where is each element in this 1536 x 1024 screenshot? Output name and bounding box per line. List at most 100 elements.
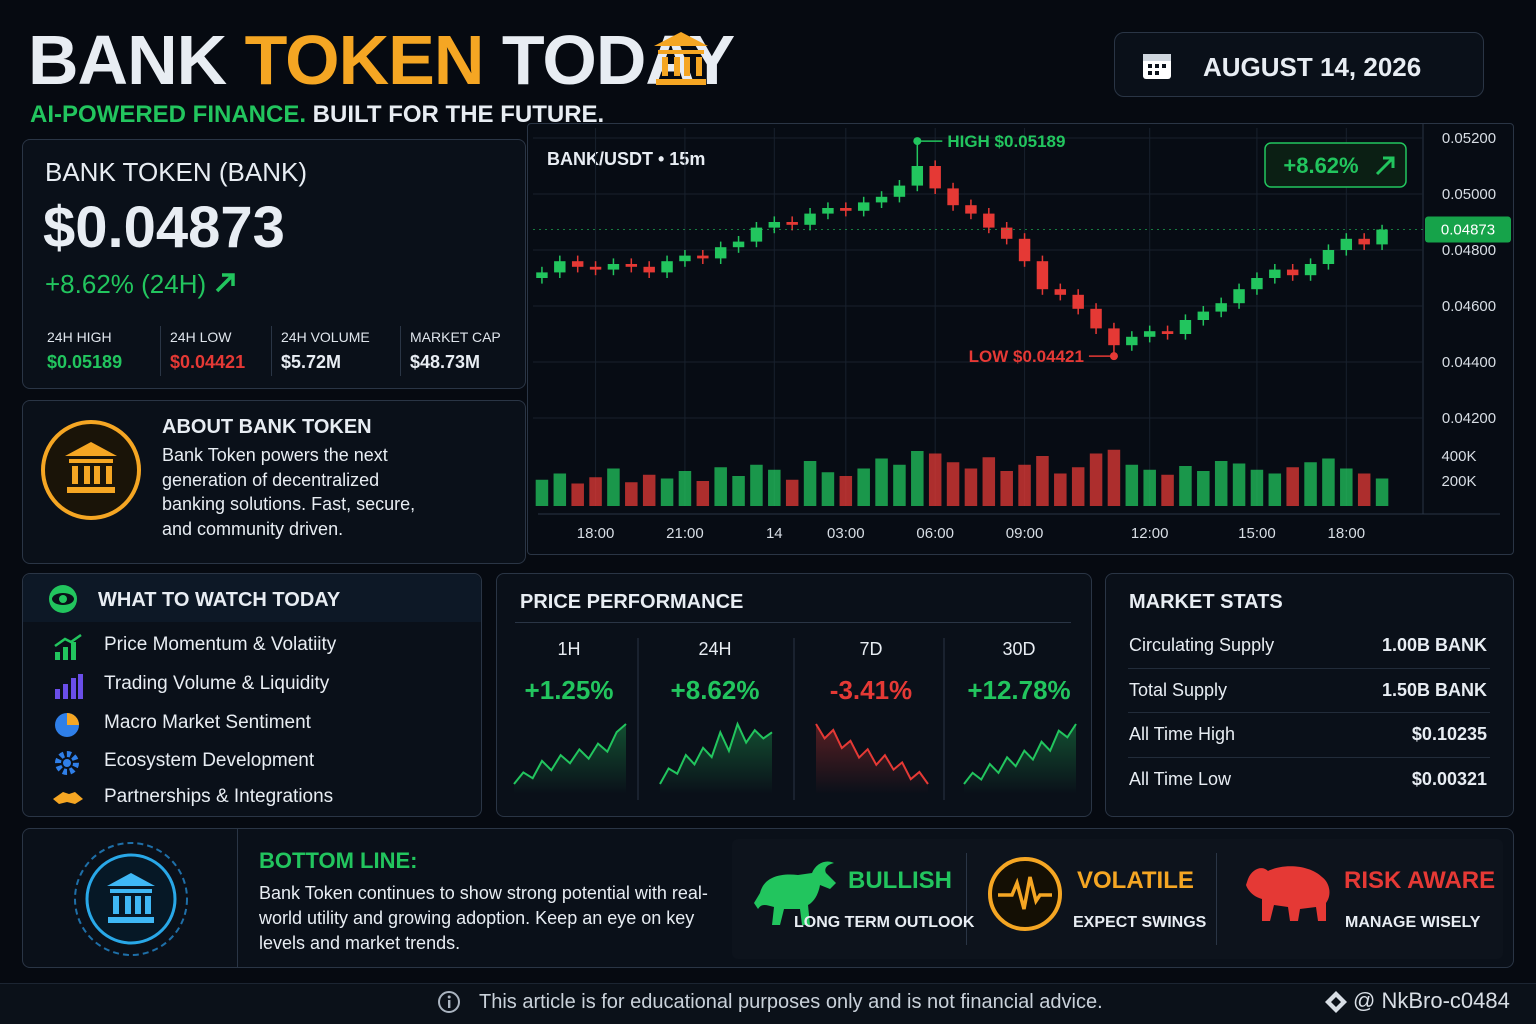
- tagline: AI-POWERED FINANCE. BUILT FOR THE FUTURE…: [30, 101, 604, 129]
- x-tick-label: 18:00: [577, 525, 615, 542]
- low-marker: [1109, 352, 1118, 361]
- volume-bar: [535, 479, 549, 506]
- change-badge: +8.62%: [1283, 153, 1358, 178]
- candle-body: [929, 166, 941, 189]
- disclaimer: This article is for educational purposes…: [479, 991, 1103, 1013]
- badges: BULLISH LONG TERM OUTLOOK VOLATILE EXPEC…: [732, 839, 1503, 959]
- stat-value: $0.04421: [170, 352, 246, 372]
- period-label: 7D: [859, 639, 882, 659]
- volume-bar: [553, 473, 567, 506]
- y-tick-label: 0.04800: [1442, 242, 1496, 259]
- volume-bar: [1018, 464, 1031, 506]
- candle-body: [1251, 278, 1263, 290]
- volume-bar: [1143, 469, 1156, 506]
- period-change: +12.78%: [967, 675, 1070, 705]
- candle-body: [840, 208, 852, 211]
- volume-bar: [1179, 466, 1192, 506]
- candle-body: [768, 222, 781, 228]
- candle-body: [589, 266, 602, 270]
- volume-bar: [785, 479, 799, 506]
- divider: [966, 853, 967, 945]
- candle-body: [1233, 289, 1245, 304]
- pulse-icon: [988, 857, 1062, 931]
- volume-bar: [642, 474, 656, 506]
- date: AUGUST 14, 2026: [1203, 52, 1422, 82]
- about-card: ABOUT BANK TOKEN Bank Token powers the n…: [22, 400, 526, 564]
- volume-bar: [928, 453, 942, 506]
- watch-item: Price Momentum & Volatiity: [104, 634, 337, 655]
- volume-bar: [589, 477, 602, 506]
- watch-icons: [53, 634, 83, 804]
- divider: [1128, 667, 1490, 669]
- candle-body: [536, 272, 548, 278]
- x-tick-label: 14: [766, 525, 783, 542]
- x-tick-label: 18:00: [1328, 525, 1366, 542]
- divider: [1128, 756, 1490, 758]
- candle-body: [1161, 331, 1174, 334]
- stat-label: MARKET CAP: [410, 329, 501, 345]
- bank-icon: [654, 32, 708, 85]
- watch-item: Trading Volume & Liquidity: [104, 673, 330, 694]
- stats-card: MARKET STATS Circulating Supply 1.00B BAN…: [1105, 573, 1514, 817]
- candle-body: [857, 202, 870, 211]
- sparkline: [513, 723, 627, 785]
- x-tick-label: 15:00: [1238, 525, 1276, 542]
- stat-label: 24H VOLUME: [281, 329, 370, 345]
- change-row: +8.62% (24H): [45, 269, 237, 300]
- x-tick-label: 03:00: [827, 525, 865, 542]
- volume-bar: [678, 471, 692, 506]
- stat-value: $0.10235: [1411, 724, 1487, 744]
- volume-bar: [1197, 471, 1210, 506]
- badge-title: RISK AWARE: [1344, 867, 1496, 894]
- candle-body: [625, 264, 638, 267]
- candle-body: [947, 188, 959, 206]
- bear-icon: [1246, 866, 1330, 921]
- footer: [0, 983, 1536, 1024]
- sparkline-area: [660, 724, 772, 794]
- volume-bar: [1036, 456, 1049, 506]
- volume-bar: [1357, 473, 1371, 506]
- stat-value: $0.00321: [1411, 768, 1487, 789]
- candle-body: [875, 196, 888, 203]
- candle-body: [786, 222, 798, 225]
- volume-bar: [1250, 469, 1264, 506]
- y-tick-label: 0.04400: [1442, 354, 1496, 371]
- title-word: BANK: [28, 21, 227, 99]
- volume-bar: [768, 469, 781, 506]
- volume-bar: [1268, 473, 1282, 506]
- bottom-text: Bank Token continues to show strong pote…: [259, 883, 708, 953]
- price-change: +8.62% (24H): [45, 269, 207, 299]
- volume-bar: [946, 462, 960, 506]
- candle-body: [1197, 311, 1210, 320]
- candle-body: [1215, 303, 1227, 312]
- watch-item: Ecosystem Development: [104, 750, 315, 771]
- candle-body: [1126, 336, 1138, 346]
- candle-body: [1018, 238, 1031, 262]
- volume-bar: [857, 468, 870, 506]
- performance-title: PRICE PERFORMANCE: [520, 591, 744, 613]
- watch-card: WHAT TO WATCH TODAY Price Momentum & Vol…: [22, 573, 482, 817]
- candle-body: [571, 261, 584, 267]
- candle-body: [1269, 269, 1281, 278]
- stat-label: All Time High: [1129, 724, 1236, 744]
- volume-bar: [803, 461, 817, 506]
- bull-icon: [754, 861, 836, 925]
- date-box: AUGUST 14, 2026: [1114, 32, 1484, 97]
- stat-value: 1.00B BANK: [1381, 635, 1487, 655]
- divider: [271, 326, 272, 376]
- token-name: BANK TOKEN (BANK): [45, 157, 307, 187]
- watch-header: [23, 574, 481, 622]
- volume-bar: [732, 476, 745, 506]
- stat-value: $48.73M: [410, 352, 481, 372]
- stat-value: $5.72M: [281, 352, 342, 372]
- info-icon: [438, 991, 460, 1013]
- chart-card: BANK/USDT • 15m 0.05200 0.05000 0.04800 0.04…: [527, 123, 1514, 555]
- period-change: +8.62%: [671, 675, 760, 705]
- title-word: TOKEN: [244, 21, 485, 99]
- about-text: Bank Token powers the next generation of…: [162, 445, 416, 539]
- candle-body: [804, 213, 816, 225]
- candle-body: [1340, 238, 1353, 250]
- divider: [1128, 712, 1490, 713]
- volume-bar: [821, 472, 835, 506]
- candle-body: [661, 261, 673, 273]
